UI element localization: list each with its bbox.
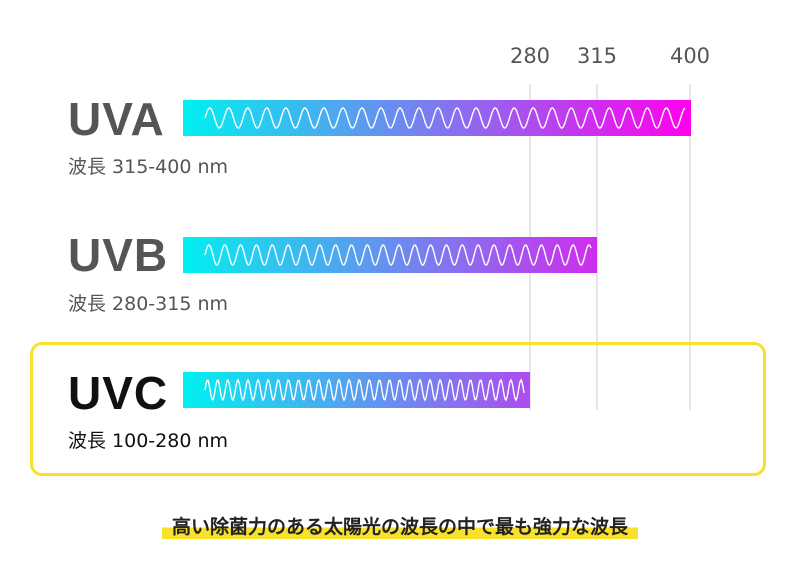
- tagline: 高い除菌力のある太陽光の波長の中で最も強力な波長: [161, 512, 638, 539]
- sine-wave-uva: [204, 107, 686, 129]
- wave-bar-svg-uvb: [183, 237, 597, 273]
- wave-bar-fill-uva: [183, 100, 691, 136]
- sine-wave-uvc: [204, 378, 525, 402]
- wave-bar-uva: [183, 100, 691, 136]
- wave-bar-uvc: [183, 372, 530, 408]
- band-range-uvb: 波長 280-315 nm: [68, 293, 229, 315]
- gridline-400: [689, 84, 691, 410]
- band-name-uvc: UVC: [68, 367, 169, 419]
- band-name-uvb: UVB: [68, 229, 169, 281]
- tick-label-315: 315: [576, 44, 618, 68]
- tick-label-400: 400: [669, 44, 711, 68]
- band-name-uva: UVA: [68, 93, 165, 145]
- band-range-uva: 波長 315-400 nm: [68, 156, 229, 178]
- sine-wave-uvb: [204, 244, 592, 266]
- tagline-row: 高い除菌力のある太陽光の波長の中で最も強力な波長: [0, 512, 800, 539]
- uvc-highlight-box: [30, 342, 766, 476]
- band-range-uvc: 波長 100-280 nm: [68, 430, 229, 452]
- wave-bar-svg-uva: [183, 100, 691, 136]
- wave-bar-uvb: [183, 237, 597, 273]
- wave-bar-svg-uvc: [183, 372, 530, 408]
- tick-label-280: 280: [509, 44, 551, 68]
- gridline-315: [596, 84, 598, 410]
